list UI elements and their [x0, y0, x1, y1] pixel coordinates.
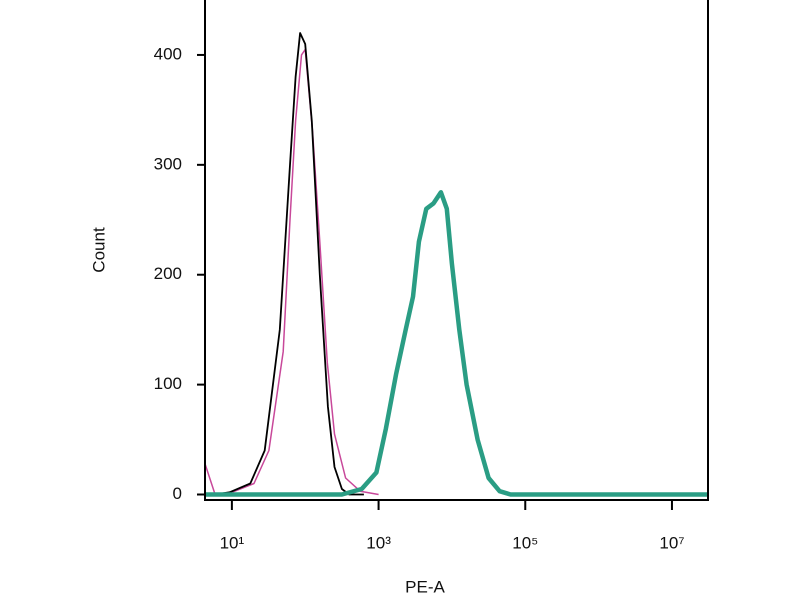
histogram-line [205, 190, 708, 497]
y-tick-label: 400 [154, 44, 182, 63]
x-tick-label: 10⁵ [512, 533, 538, 552]
y-tick-label: 300 [154, 154, 182, 173]
plot-area [205, 32, 708, 497]
x-tick-label: 10¹ [220, 533, 245, 552]
x-tick-label: 10⁷ [659, 533, 684, 552]
x-axis-label: PE-A [405, 577, 445, 596]
y-tick-label: 100 [154, 374, 182, 393]
histogram-line [214, 32, 364, 496]
y-axis-label: Count [89, 227, 108, 273]
histogram-line [205, 48, 379, 496]
y-tick-label: 0 [173, 484, 182, 503]
y-tick-label: 200 [154, 264, 182, 283]
x-tick-label: 10³ [366, 533, 391, 552]
